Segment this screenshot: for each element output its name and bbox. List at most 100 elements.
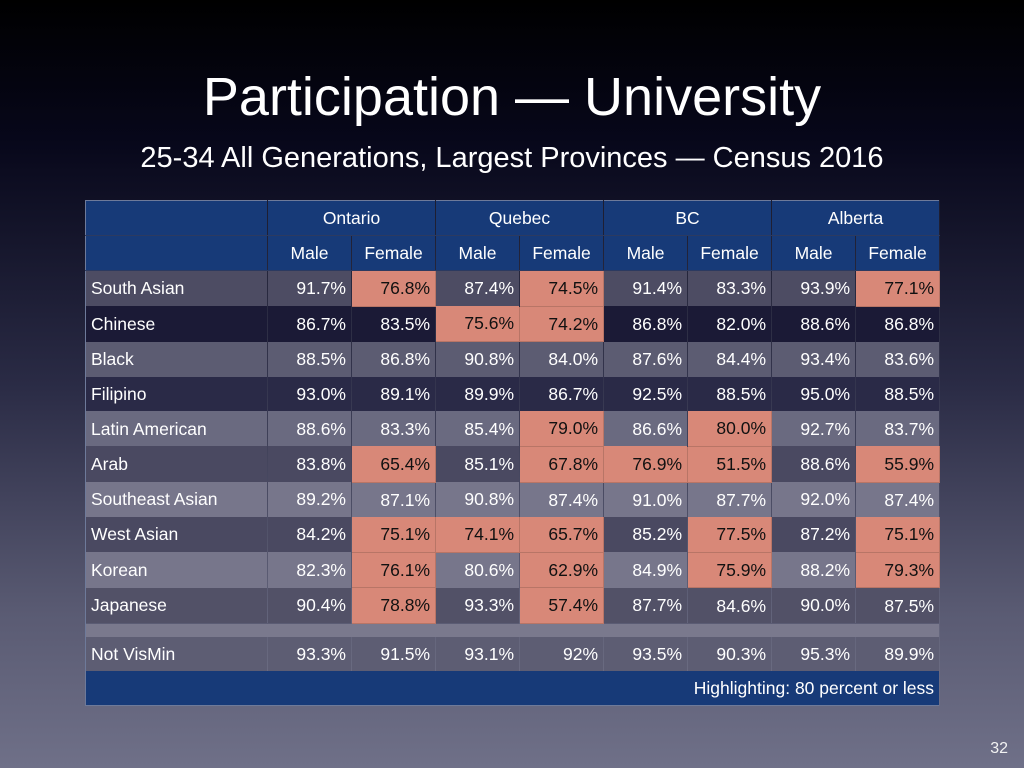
table-row: Latin American 88.6% 83.3% 85.4% 79.0% 86.6% 8…: [85, 411, 941, 447]
footer-row: Highlighting: 80 percent or less: [85, 670, 941, 706]
header-corner-2: [85, 235, 268, 271]
value-cell: 93.5%: [603, 636, 689, 671]
value-cell: 93.4%: [771, 341, 857, 377]
province-header-bc: BC: [603, 200, 773, 236]
sex-header: Male: [435, 235, 521, 271]
spacer-cell: [85, 623, 941, 637]
value-cell: 89.9%: [435, 376, 521, 412]
province-header-quebec: Quebec: [435, 200, 605, 236]
value-cell: 90.4%: [267, 587, 352, 624]
highlighted-value-cell: 74.2%: [519, 306, 605, 343]
value-cell: 91.0%: [603, 482, 689, 518]
province-header-row: Ontario Quebec BC Alberta: [85, 200, 941, 236]
participation-table: Ontario Quebec BC Alberta Male Female Ma…: [85, 200, 941, 706]
value-cell: 95.3%: [771, 636, 857, 671]
highlighted-value-cell: 75.1%: [855, 517, 941, 553]
highlighted-value-cell: 75.9%: [687, 552, 773, 589]
value-cell: 86.8%: [351, 341, 437, 377]
slide-subtitle: 25-34 All Generations, Largest Provinces…: [140, 142, 884, 174]
value-cell: 92.5%: [603, 376, 689, 412]
value-cell: 83.5%: [351, 306, 437, 342]
highlighted-value-cell: 65.4%: [351, 446, 437, 483]
highlighted-value-cell: 77.1%: [855, 270, 941, 307]
value-cell: 86.7%: [519, 376, 605, 412]
value-cell: 91.5%: [351, 636, 437, 671]
row-label: Black: [85, 341, 268, 377]
sex-header: Female: [351, 235, 437, 271]
value-cell: 87.4%: [855, 482, 941, 518]
sex-header: Female: [855, 235, 941, 271]
value-cell: 93.3%: [267, 636, 352, 671]
value-cell: 84.4%: [687, 341, 773, 377]
value-cell: 83.8%: [267, 446, 352, 483]
province-header-ontario: Ontario: [266, 200, 437, 236]
sex-header: Female: [519, 235, 605, 271]
highlighted-value-cell: 67.8%: [519, 446, 605, 483]
value-cell: 87.7%: [687, 482, 773, 518]
row-label: Not VisMin: [85, 636, 268, 671]
highlighted-value-cell: 57.4%: [519, 587, 605, 624]
row-label: Arab: [85, 446, 268, 483]
value-cell: 93.9%: [771, 270, 857, 307]
sex-header: Male: [603, 235, 689, 271]
value-cell: 87.6%: [603, 341, 689, 377]
highlighted-value-cell: 76.9%: [603, 446, 689, 483]
value-cell: 90.8%: [435, 341, 521, 377]
value-cell: 87.7%: [603, 587, 689, 624]
value-cell: 82.0%: [687, 306, 773, 342]
value-cell: 83.7%: [855, 411, 941, 447]
table-row: Southeast Asian 89.2% 87.1% 90.8% 87.4% 91.0%…: [85, 482, 941, 518]
highlighted-value-cell: 65.7%: [519, 517, 605, 553]
value-cell: 92%: [519, 636, 605, 671]
sex-header-row: Male Female Male Female Male Female Male…: [85, 235, 941, 271]
value-cell: 92.7%: [771, 411, 857, 447]
value-cell: 88.2%: [771, 552, 857, 588]
value-cell: 92.0%: [771, 482, 857, 518]
value-cell: 86.8%: [603, 306, 689, 342]
value-cell: 85.4%: [435, 411, 521, 447]
sex-header: Female: [687, 235, 773, 271]
value-cell: 87.4%: [435, 270, 521, 307]
value-cell: 83.3%: [687, 270, 773, 307]
table-row: Korean 82.3% 76.1% 80.6% 62.9% 84.9% 75.9% 88.2…: [85, 552, 941, 589]
highlighted-value-cell: 74.5%: [519, 270, 605, 307]
value-cell: 84.6%: [687, 587, 773, 624]
table-row: Black 88.5% 86.8% 90.8% 84.0% 87.6% 84.4% 93.4%…: [85, 341, 941, 377]
row-label: Filipino: [85, 376, 268, 412]
sex-header: Male: [771, 235, 857, 271]
table-row: Arab 83.8% 65.4% 85.1% 67.8% 76.9% 51.5% 88.6% 5…: [85, 446, 941, 483]
table-row: Japanese 90.4% 78.8% 93.3% 57.4% 87.7% 84.6% 90…: [85, 587, 941, 624]
spacer-row: [85, 623, 941, 637]
row-label: Japanese: [85, 587, 268, 624]
highlighted-value-cell: 78.8%: [351, 587, 437, 624]
highlighted-value-cell: 76.1%: [351, 552, 437, 589]
table-row: South Asian 91.7% 76.8% 87.4% 74.5% 91.4% 83.3…: [85, 270, 941, 307]
value-cell: 89.1%: [351, 376, 437, 412]
highlighted-value-cell: 75.6%: [435, 306, 521, 343]
highlighted-value-cell: 79.3%: [855, 552, 941, 589]
province-header-alberta: Alberta: [771, 200, 941, 236]
value-cell: 87.5%: [855, 587, 941, 624]
value-cell: 88.5%: [687, 376, 773, 412]
value-cell: 88.6%: [771, 306, 857, 342]
value-cell: 90.8%: [435, 482, 521, 518]
value-cell: 90.0%: [771, 587, 857, 624]
highlighted-value-cell: 76.8%: [351, 270, 437, 307]
value-cell: 86.7%: [267, 306, 352, 342]
value-cell: 84.9%: [603, 552, 689, 588]
value-cell: 85.2%: [603, 517, 689, 553]
value-cell: 83.6%: [855, 341, 941, 377]
highlighted-value-cell: 74.1%: [435, 517, 521, 553]
value-cell: 84.2%: [267, 517, 352, 553]
value-cell: 87.4%: [519, 482, 605, 518]
value-cell: 89.2%: [267, 482, 352, 518]
row-label: Korean: [85, 552, 268, 588]
value-cell: 93.1%: [435, 636, 521, 671]
highlight-note: Highlighting: 80 percent or less: [85, 670, 941, 706]
row-label: Chinese: [85, 306, 268, 342]
highlighted-value-cell: 77.5%: [687, 517, 773, 553]
table-row: West Asian 84.2% 75.1% 74.1% 65.7% 85.2% 77.5%…: [85, 517, 941, 553]
highlighted-value-cell: 62.9%: [519, 552, 605, 589]
slide-title: Participation — University: [202, 67, 822, 127]
value-cell: 93.0%: [267, 376, 352, 412]
